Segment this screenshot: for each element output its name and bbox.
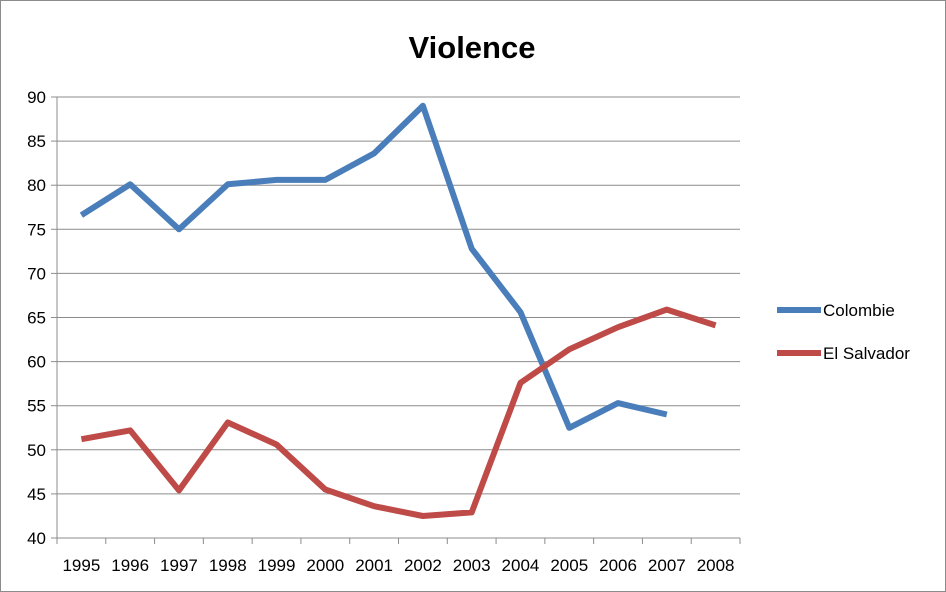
series-line-1 bbox=[80, 306, 717, 519]
axes: 40 45 50 55 60 65 70 75 80 85 90 1995 1996 1997 1998 19… bbox=[27, 88, 741, 575]
y-tick-label: 85 bbox=[27, 132, 46, 151]
x-tick-label: 2004 bbox=[502, 556, 540, 575]
x-tick-label: 2002 bbox=[404, 556, 442, 575]
x-tick-label: 2007 bbox=[648, 556, 686, 575]
legend-label: Colombie bbox=[823, 301, 895, 320]
legend-label: El Salvador bbox=[823, 344, 910, 363]
x-tick-label: 2003 bbox=[453, 556, 491, 575]
y-tick-label: 40 bbox=[27, 529, 46, 548]
y-tick-label: 70 bbox=[27, 264, 46, 283]
x-tick-label: 1996 bbox=[111, 556, 149, 575]
y-tick-label: 75 bbox=[27, 220, 46, 239]
x-tick-label: 2000 bbox=[306, 556, 344, 575]
x-tick-label: 2005 bbox=[550, 556, 588, 575]
series-line-0 bbox=[79, 102, 668, 431]
y-tick-label: 80 bbox=[27, 176, 46, 195]
y-tick-label: 90 bbox=[27, 88, 46, 107]
x-tick-label: 1995 bbox=[62, 556, 100, 575]
x-tick-label: 1997 bbox=[160, 556, 198, 575]
series-lines bbox=[79, 102, 717, 519]
legend: Colombie El Salvador bbox=[777, 301, 910, 363]
chart-title: Violence bbox=[409, 30, 536, 65]
y-tick-label: 65 bbox=[27, 309, 46, 328]
x-tick-label: 2001 bbox=[355, 556, 393, 575]
x-tick-label: 1998 bbox=[209, 556, 247, 575]
y-tick-label: 50 bbox=[27, 441, 46, 460]
y-tick-label: 55 bbox=[27, 397, 46, 416]
x-tick-label: 1999 bbox=[258, 556, 296, 575]
y-tick-label: 45 bbox=[27, 485, 46, 504]
y-tick-label: 60 bbox=[27, 353, 46, 372]
x-tick-label: 2006 bbox=[599, 556, 637, 575]
x-tick-label: 2008 bbox=[697, 556, 735, 575]
